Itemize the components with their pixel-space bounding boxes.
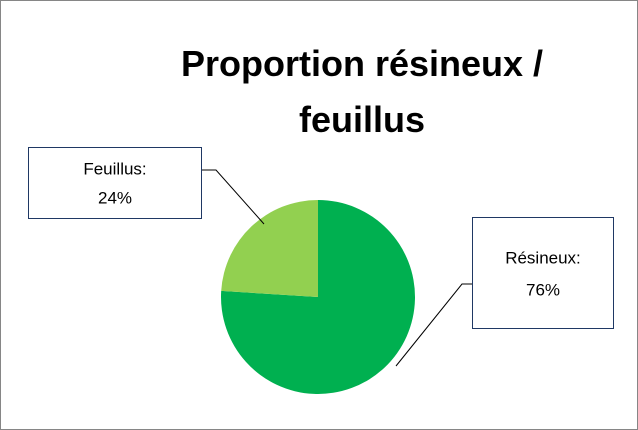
pie-slice xyxy=(221,200,318,297)
category-label: Feuillus: xyxy=(83,159,146,178)
leader-line xyxy=(202,169,265,225)
label-box xyxy=(28,147,202,219)
data-label: 24% xyxy=(98,188,132,207)
label-box xyxy=(472,217,614,329)
pie xyxy=(221,200,415,394)
category-label: Résineux: xyxy=(505,248,581,267)
leader-line xyxy=(395,283,472,367)
data-label: 76% xyxy=(526,280,560,299)
chart-title: Proportion résineux / feuillus xyxy=(180,43,544,140)
